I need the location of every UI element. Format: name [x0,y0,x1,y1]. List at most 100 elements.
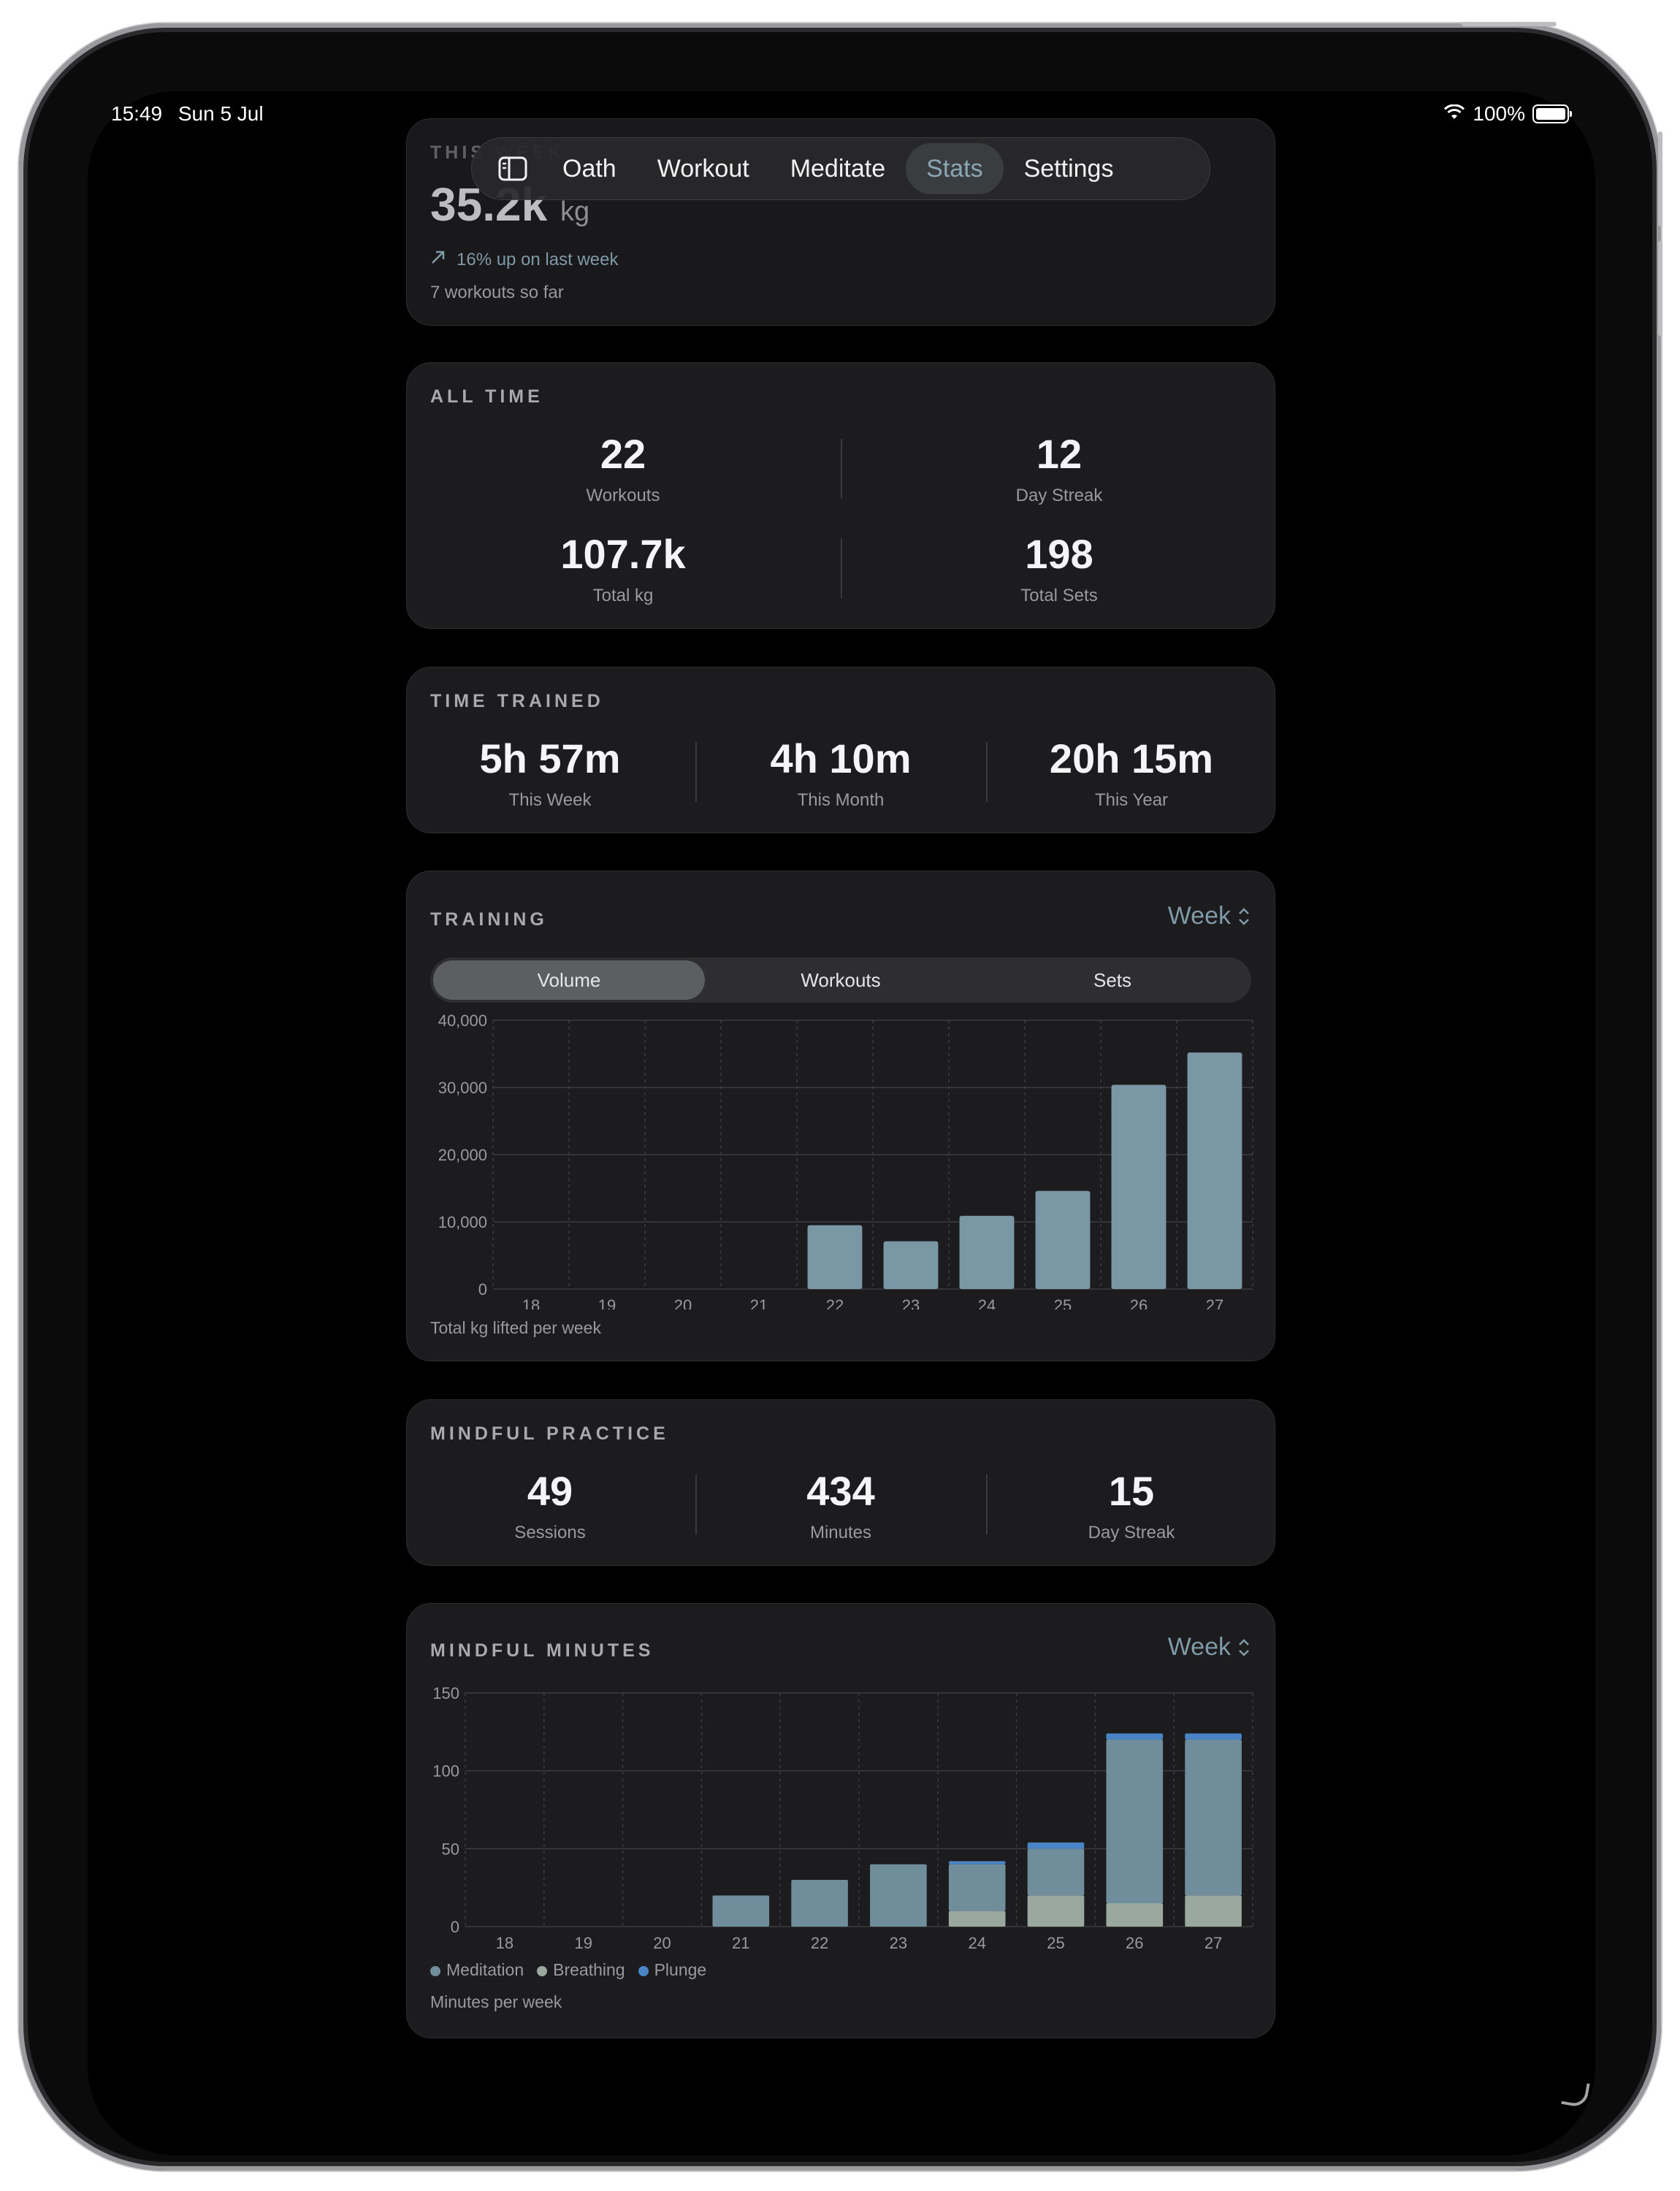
minutes-label: Minutes [809,1523,872,1542]
sessions-label: Sessions [514,1523,586,1542]
x-tick-label: 27 [1204,1934,1222,1952]
stat-total-kg-value: 107.7k [560,531,686,577]
time-year-label: This Year [1094,790,1169,810]
status-date: Sun 5 Jul [177,102,264,125]
segment-workouts[interactable]: Workouts [801,968,881,991]
training-title: TRAINING [430,909,548,930]
mindful-minutes-title: MINDFUL MINUTES [430,1640,654,1661]
time-trained-title: TIME TRAINED [430,691,604,711]
mindful-range-label: Week [1167,1633,1231,1661]
time-week-value: 5h 57m [479,735,621,781]
trend-up-arrow-icon [430,249,446,270]
training-card: TRAINING Week Volume Workouts Sets 0 10,0… [406,871,1275,1361]
y-tick-label: 0 [451,1918,459,1936]
top-button [1462,22,1557,26]
mindful-practice-title: MINDFUL PRACTICE [430,1423,669,1444]
time-week-label: This Week [508,790,592,810]
x-tick-label: 24 [968,1934,985,1952]
chevron-up-down-icon [1239,1638,1249,1656]
tab-settings[interactable]: Settings [1023,154,1114,183]
bar-segment-breathing [948,1911,1006,1927]
mindful-range-picker[interactable]: Week [1168,1633,1251,1662]
training-metric-segmented-control: Volume Workouts Sets [430,957,1251,1003]
sidebar-icon [498,156,527,181]
bar [1111,1085,1167,1289]
x-tick-label: 24 [978,1296,996,1309]
mindful-streak-value: 15 [1108,1468,1155,1514]
x-tick-label: 26 [1126,1934,1143,1952]
chevron-up-down-icon [1239,907,1249,925]
stat-workouts-value: 22 [600,431,646,477]
volume-down-button [1658,241,1662,336]
status-time: 15:49 [111,102,163,125]
bar-segment-meditation [712,1895,770,1927]
y-tick-label: 40,000 [438,1012,487,1030]
bar-segment-meditation [870,1864,927,1927]
training-range-picker[interactable]: Week [1168,902,1251,930]
stat-total-sets-value: 198 [1025,531,1093,577]
divider [986,742,988,802]
x-tick-label: 18 [522,1296,540,1309]
bar [1187,1052,1242,1289]
battery-percent: 100% [1473,102,1525,125]
tab-stats[interactable]: Stats [906,143,1004,194]
y-tick-label: 0 [478,1280,487,1299]
x-tick-label: 20 [674,1296,692,1309]
mindful-minutes-card: MINDFUL MINUTES Week 0 50 100 150 18 19 20 21 22… [406,1603,1275,2038]
bar-segment-meditation [1185,1740,1242,1896]
tab-oath[interactable]: Oath [562,154,616,183]
breathing-dot-icon [537,1965,548,1976]
tab-meditate[interactable]: Meditate [790,154,886,183]
stat-total-kg-label: Total kg [592,586,654,605]
x-tick-label: 22 [811,1934,828,1952]
time-year-value: 20h 15m [1049,735,1214,781]
time-trained-card: TIME TRAINED 5h 57m This Week 4h 10m Thi… [406,667,1275,833]
y-tick-label: 20,000 [438,1146,487,1164]
x-tick-label: 25 [1054,1296,1072,1309]
wifi-icon [1443,102,1465,126]
sessions-value: 49 [527,1468,573,1514]
bar-segment-meditation [791,1880,848,1927]
segment-volume[interactable]: Volume [433,960,705,1000]
segment-sets[interactable]: Sets [1093,968,1132,991]
mindful-streak-label: Day Streak [1088,1523,1175,1542]
mindful-minutes-chart: 0 50 100 150 18 19 20 21 22 23 24 25 26 27 [432,1684,1253,1952]
bar-segment-plunge [1185,1733,1242,1740]
workouts-so-far: 7 workouts so far [430,283,564,302]
top-tab-bar: Oath Workout Meditate Stats Settings [471,137,1210,200]
training-caption: Total kg lifted per week [430,1318,601,1337]
stat-total-sets-label: Total Sets [1020,586,1098,605]
bar [807,1225,863,1289]
all-time-card: ALL TIME 22 Workouts 12 Day Streak 107.7… [406,362,1275,629]
y-tick-label: 50 [442,1840,459,1858]
x-tick-label: 21 [750,1296,768,1309]
x-tick-label: 27 [1206,1296,1223,1309]
bar-segment-plunge [948,1861,1006,1865]
bar-segment-plunge [1027,1842,1085,1849]
stat-workouts-label: Workouts [586,486,660,505]
x-tick-label: 23 [902,1296,920,1309]
sidebar-toggle-button[interactable] [484,143,542,194]
divider [695,742,697,802]
tab-workout[interactable]: Workout [657,154,749,183]
status-bar: 15:49 Sun 5 Jul 100% [111,102,1572,131]
x-tick-label: 20 [653,1934,671,1952]
bar-segment-meditation [948,1864,1006,1911]
bar-segment-breathing [1027,1895,1085,1927]
y-tick-label: 150 [432,1684,459,1702]
legend-plunge: Plunge [638,1960,706,1980]
training-range-label: Week [1167,902,1231,930]
mindful-practice-card: MINDFUL PRACTICE 49 Sessions 434 Minutes… [406,1399,1275,1566]
bar-segment-meditation [1106,1740,1164,1903]
time-month-value: 4h 10m [770,735,912,781]
y-tick-label: 30,000 [438,1079,487,1097]
volume-up-button [1658,131,1662,226]
time-month-label: This Month [797,790,885,810]
bar [883,1241,939,1289]
x-tick-label: 23 [890,1934,907,1952]
bar-segment-plunge [1106,1733,1164,1740]
x-tick-label: 21 [732,1934,749,1952]
divider [986,1475,988,1534]
legend-breathing: Breathing [537,1960,625,1980]
bar [959,1215,1015,1289]
